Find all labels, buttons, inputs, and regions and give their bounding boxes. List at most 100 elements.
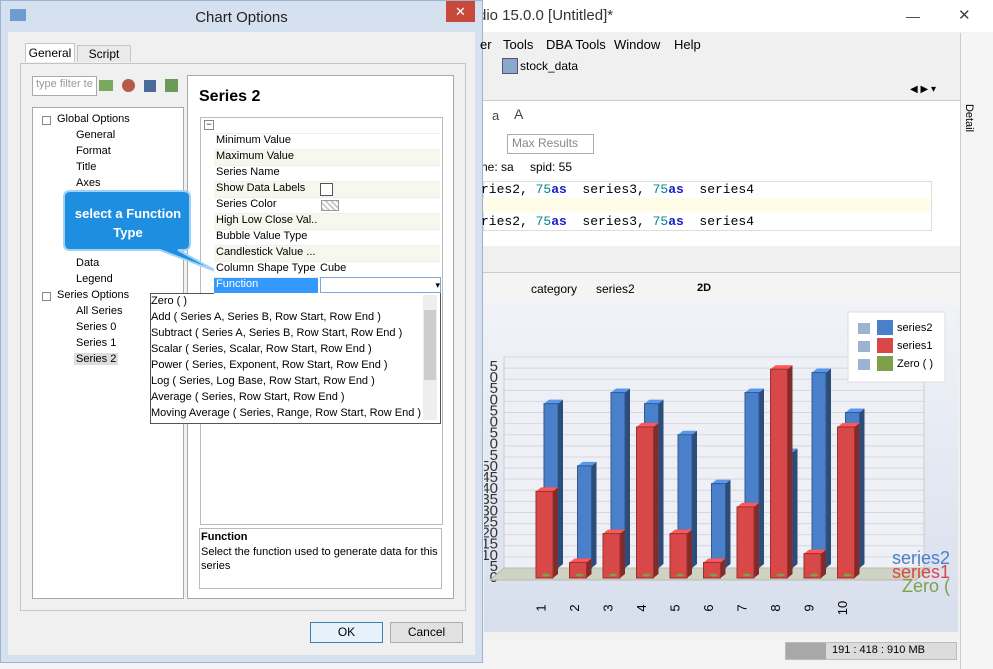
tree-item[interactable]: Axes (76, 177, 101, 189)
zero-mark (676, 573, 684, 577)
close-app[interactable]: ✕ (958, 7, 971, 24)
menu-item[interactable]: DBA Tools (546, 37, 606, 52)
property-name[interactable]: High Low Close Val... (216, 214, 318, 226)
bar-side (658, 399, 664, 568)
toolbar-item[interactable]: category (531, 282, 578, 296)
bar-top (745, 388, 764, 393)
cancel-button[interactable]: Cancel (390, 622, 463, 643)
max-results-input[interactable]: Max Results (507, 134, 594, 154)
bar-side (591, 461, 597, 568)
tree-item[interactable]: Series 2 (74, 353, 119, 365)
dialog-close[interactable]: ✕ (446, 1, 475, 22)
y-tick-label: 5 (490, 380, 498, 397)
tree-item[interactable]: Series 0 (76, 321, 117, 333)
code-token: 75 (535, 214, 552, 229)
detail-tab[interactable]: Detail (963, 103, 976, 133)
tree-toggle[interactable] (42, 116, 51, 125)
dialog-icon (10, 9, 26, 21)
tab-nav[interactable]: ◀ ▶ ▾ (910, 84, 936, 95)
function-option[interactable]: Moving Average ( Series, Range, Row Star… (151, 407, 422, 419)
y-tick-label: 0 (490, 391, 498, 408)
legend-swatch (877, 320, 893, 335)
scroll-thumb[interactable] (424, 310, 436, 380)
bar-top (670, 529, 692, 534)
tool-icon[interactable] (99, 80, 113, 91)
tree-item[interactable]: Legend (76, 273, 113, 285)
bar-side (620, 529, 625, 578)
code-token: series4 (699, 182, 754, 197)
bar (811, 372, 827, 569)
y-tick-label: 30 (484, 502, 498, 519)
code-token: as (668, 182, 684, 197)
property-value[interactable]: Cube (320, 262, 347, 274)
menu-item[interactable]: Window (614, 37, 661, 52)
bar-side (754, 502, 759, 578)
code-token: 75 (535, 182, 552, 197)
bar-top (636, 422, 659, 427)
bar-top (678, 430, 697, 435)
chart: 0510152025303540455050505050512345678910… (484, 300, 958, 632)
tree-item[interactable]: General (76, 129, 116, 141)
tree-item[interactable]: Data (76, 257, 100, 269)
bar-side (586, 558, 592, 578)
function-combo[interactable]: ▾ (320, 277, 441, 293)
property-name[interactable]: Column Shape Type (216, 262, 316, 274)
user-label: ne: sa (481, 160, 514, 174)
font-larger[interactable]: A (514, 106, 524, 122)
property-name[interactable]: Bubble Value Type (216, 230, 308, 242)
property-name[interactable]: Candlestick Value ... (216, 246, 316, 258)
code-token: series3, (582, 182, 645, 197)
zero-mark (843, 573, 852, 577)
collapse-toggle[interactable]: − (204, 120, 214, 130)
function-dropdown (150, 293, 441, 424)
minimize[interactable]: — (906, 8, 920, 24)
property-name[interactable]: Maximum Value (216, 150, 295, 162)
ok-button[interactable]: OK (310, 622, 383, 643)
color-swatch[interactable] (321, 200, 339, 211)
property-name[interactable]: Function (214, 278, 318, 293)
x-tick-label: 8 (768, 604, 783, 611)
function-option[interactable]: Add ( Series A, Series B, Row Start, Row… (151, 311, 381, 323)
editor-tab[interactable]: stock_data (520, 59, 579, 73)
y-tick-label: 0 (490, 413, 498, 430)
bar-top (812, 368, 831, 373)
side-panel (960, 33, 993, 669)
property-row (214, 149, 440, 166)
tree-item[interactable]: Series 1 (76, 337, 117, 349)
tree-toggle[interactable] (42, 292, 51, 301)
bar-top (544, 399, 563, 404)
tool-icon[interactable] (122, 79, 135, 92)
property-name[interactable]: Show Data Labels (216, 182, 306, 194)
tree-node[interactable]: Series Options (57, 289, 130, 301)
tree-item[interactable]: All Series (76, 305, 123, 317)
property-name[interactable]: Series Name (216, 166, 280, 178)
menu-item[interactable]: Help (674, 37, 701, 52)
bar-side (826, 368, 831, 568)
filter-input[interactable]: type filter te (32, 76, 97, 96)
toolbar-item[interactable]: series2 (596, 282, 635, 296)
property-name[interactable]: Minimum Value (216, 134, 291, 146)
toolbar-item[interactable]: 2D (697, 282, 712, 294)
tool-icon[interactable] (144, 80, 156, 92)
tree-item[interactable]: Format (76, 145, 111, 157)
tree-node[interactable]: Global Options (57, 113, 130, 125)
function-option[interactable]: Zero ( ) (151, 295, 188, 307)
checkbox[interactable] (320, 183, 333, 196)
function-option[interactable]: Scalar ( Series, Scalar, Row Start, Row … (151, 343, 372, 355)
font-smaller[interactable]: a (492, 108, 500, 123)
tab-script[interactable]: Script (77, 45, 131, 62)
menu-item[interactable]: er (480, 37, 492, 52)
menu-item[interactable]: Tools (503, 37, 534, 52)
function-option[interactable]: Subtract ( Series A, Series B, Row Start… (151, 327, 403, 339)
function-option[interactable]: Log ( Series, Log Base, Row Start, Row E… (151, 375, 375, 387)
tree-item[interactable]: Title (76, 161, 97, 173)
tab-icon (502, 58, 518, 74)
code-token: as (668, 214, 684, 229)
function-option[interactable]: Average ( Series, Row Start, Row End ) (151, 391, 345, 403)
tab-general[interactable]: General (25, 43, 75, 62)
function-option[interactable]: Power ( Series, Exponent, Row Start, Row… (151, 359, 388, 371)
status-box (785, 642, 957, 660)
tool-icon[interactable] (165, 79, 178, 92)
property-name[interactable]: Series Color (216, 198, 277, 210)
bar (736, 506, 755, 579)
